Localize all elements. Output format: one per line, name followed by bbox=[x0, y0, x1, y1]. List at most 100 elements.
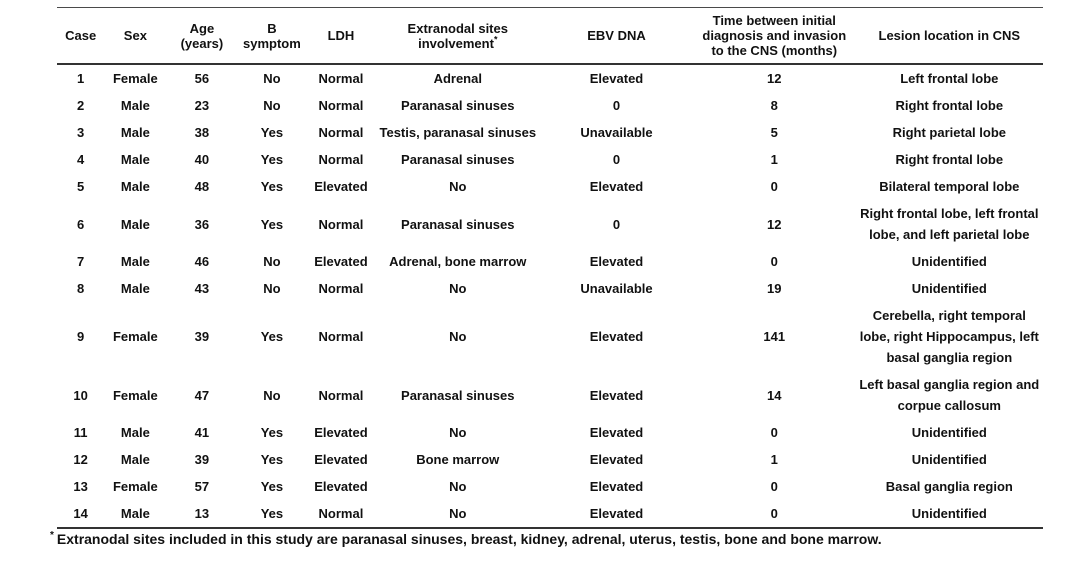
cell-ebv-dna: Elevated bbox=[589, 425, 644, 440]
cell-b-symptom: No bbox=[263, 98, 281, 113]
cell-case: 11 bbox=[73, 425, 88, 440]
cell-case: 2 bbox=[77, 98, 85, 113]
cell-ldh: Normal bbox=[318, 216, 364, 232]
cell-lesion: Cerebella, right temporal lobe, right Hi… bbox=[859, 308, 1039, 365]
column-header-label: Lesion location in CNS bbox=[878, 28, 1021, 43]
cell-lesion: Unidentified bbox=[911, 452, 987, 467]
table-row: 10 Female 47 No Normal Paranasal sinuses Eleva… bbox=[57, 371, 1043, 419]
table-body: 1 Female 56 No Normal Adrenal Elevated 12 Left f… bbox=[57, 64, 1043, 528]
column-header-label: Sex bbox=[123, 28, 147, 43]
cell-age: 46 bbox=[194, 254, 210, 269]
cell-ebv-dna: Elevated bbox=[589, 452, 644, 467]
cell-time-months: 0 bbox=[770, 479, 778, 494]
cell-ebv-dna: Elevated bbox=[589, 71, 644, 86]
column-header-label: B symptom bbox=[243, 20, 301, 51]
table-footnote: * Extranodal sites included in this study… bbox=[50, 531, 882, 547]
column-header: LDH bbox=[306, 8, 375, 65]
cell-case: 6 bbox=[77, 216, 85, 232]
footnote-text: Extranodal sites included in this study … bbox=[56, 531, 882, 547]
cell-sex: Male bbox=[120, 216, 150, 232]
table-header: Case Sex Age (years) B symptom LDH Extranodal… bbox=[57, 8, 1043, 65]
cell-ldh: Elevated bbox=[314, 179, 368, 194]
cell-time-months: 12 bbox=[767, 71, 782, 86]
cell-ldh: Normal bbox=[318, 71, 364, 86]
cell-ebv-dna: 0 bbox=[612, 98, 621, 113]
column-header: Time between initial diagnosis and invas… bbox=[693, 8, 856, 65]
cell-b-symptom: No bbox=[263, 387, 281, 403]
column-header-asterisk: * bbox=[493, 34, 498, 45]
cell-sex: Male bbox=[120, 506, 150, 521]
cell-lesion: Right frontal lobe bbox=[895, 98, 1004, 113]
cell-extranodal: Paranasal sinuses bbox=[401, 216, 515, 232]
cell-ldh: Normal bbox=[318, 387, 364, 403]
cell-time-months: 14 bbox=[767, 387, 782, 403]
cell-case: 3 bbox=[77, 125, 85, 140]
table-row: 6 Male 36 Yes Normal Paranasal sinuses 0 12 Righ… bbox=[57, 200, 1043, 248]
cell-extranodal: Paranasal sinuses bbox=[401, 98, 515, 113]
column-header: Sex bbox=[104, 8, 166, 65]
cell-b-symptom: Yes bbox=[260, 152, 284, 167]
cell-age: 40 bbox=[194, 152, 210, 167]
cell-extranodal: Bone marrow bbox=[416, 452, 500, 467]
table-row: 3 Male 38 Yes Normal Testis, paranasal sinuse… bbox=[57, 119, 1043, 146]
cell-time-months: 19 bbox=[767, 281, 782, 296]
cell-extranodal: No bbox=[449, 281, 467, 296]
cell-age: 43 bbox=[194, 281, 210, 296]
column-header: Case bbox=[57, 8, 104, 65]
cell-ebv-dna: Elevated bbox=[589, 506, 644, 521]
cell-b-symptom: No bbox=[263, 254, 281, 269]
cell-time-months: 8 bbox=[770, 98, 778, 113]
cell-lesion: Right frontal lobe, left frontal lobe, a… bbox=[860, 206, 1039, 242]
cell-lesion: Unidentified bbox=[911, 254, 987, 269]
patient-characteristics-table: Case Sex Age (years) B symptom LDH Extranodal… bbox=[57, 7, 1043, 529]
cell-ebv-dna: Unavailable bbox=[580, 125, 653, 140]
column-header-label: Time between initial diagnosis and invas… bbox=[702, 13, 847, 58]
cell-b-symptom: Yes bbox=[260, 125, 284, 140]
cell-b-symptom: Yes bbox=[260, 479, 284, 494]
cell-extranodal: Paranasal sinuses bbox=[401, 152, 515, 167]
footnote-asterisk: * bbox=[50, 530, 54, 542]
cell-time-months: 0 bbox=[770, 425, 778, 440]
cell-sex: Male bbox=[120, 452, 150, 467]
cell-time-months: 5 bbox=[770, 125, 778, 140]
cell-ldh: Normal bbox=[318, 152, 364, 167]
cell-ebv-dna: Elevated bbox=[589, 329, 644, 344]
cell-case: 5 bbox=[77, 179, 85, 194]
cell-extranodal: No bbox=[449, 425, 467, 440]
cell-lesion: Right parietal lobe bbox=[892, 125, 1006, 140]
cell-b-symptom: Yes bbox=[260, 179, 284, 194]
column-header-label: LDH bbox=[327, 28, 355, 43]
column-header: Age (years) bbox=[166, 8, 237, 65]
column-header-label: Extranodal sites involvement bbox=[407, 20, 508, 51]
cell-extranodal: No bbox=[449, 479, 467, 494]
cell-lesion: Right frontal lobe bbox=[895, 152, 1004, 167]
cell-time-months: 1 bbox=[770, 152, 778, 167]
table-row: 8 Male 43 No Normal No Unavailable 19 Unidentifi… bbox=[57, 275, 1043, 302]
cell-case: 1 bbox=[77, 71, 85, 86]
table-row: 9 Female 39 Yes Normal No Elevated 141 Cerebella… bbox=[57, 302, 1043, 371]
cell-ebv-dna: Elevated bbox=[589, 179, 644, 194]
cell-lesion: Basal ganglia region bbox=[885, 479, 1013, 494]
cell-ldh: Normal bbox=[318, 98, 364, 113]
column-header: Extranodal sites involvement* bbox=[375, 8, 540, 65]
column-header-label: EBV DNA bbox=[587, 28, 646, 43]
cell-sex: Male bbox=[120, 179, 150, 194]
column-header-label: Age (years) bbox=[180, 20, 224, 51]
cell-sex: Male bbox=[120, 98, 150, 113]
cell-extranodal: Adrenal, bone marrow bbox=[389, 254, 527, 269]
cell-sex: Male bbox=[120, 425, 150, 440]
cell-lesion: Unidentified bbox=[911, 425, 987, 440]
cell-b-symptom: Yes bbox=[260, 452, 284, 467]
column-header-label: Case bbox=[65, 28, 97, 43]
cell-b-symptom: No bbox=[263, 71, 281, 86]
patient-characteristics-table-container: Case Sex Age (years) B symptom LDH Extranodal… bbox=[57, 7, 1043, 529]
cell-case: 4 bbox=[77, 152, 85, 167]
cell-case: 8 bbox=[77, 281, 85, 296]
column-header: EBV DNA bbox=[540, 8, 693, 65]
cell-extranodal: No bbox=[449, 506, 467, 521]
cell-sex: Male bbox=[120, 125, 150, 140]
cell-age: 39 bbox=[194, 329, 210, 344]
cell-ldh: Elevated bbox=[314, 452, 368, 467]
cell-age: 36 bbox=[194, 216, 210, 232]
cell-age: 57 bbox=[194, 479, 210, 494]
